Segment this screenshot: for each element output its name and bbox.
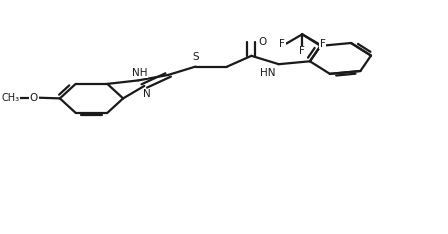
Text: N: N: [142, 89, 151, 99]
Text: CH₃: CH₃: [1, 93, 19, 102]
Text: O: O: [258, 37, 267, 47]
Text: HN: HN: [260, 68, 275, 78]
Text: S: S: [192, 52, 199, 62]
Text: F: F: [279, 39, 285, 48]
Text: O: O: [30, 93, 38, 102]
Text: F: F: [299, 46, 305, 56]
Text: NH: NH: [132, 68, 147, 78]
Text: F: F: [319, 39, 325, 48]
